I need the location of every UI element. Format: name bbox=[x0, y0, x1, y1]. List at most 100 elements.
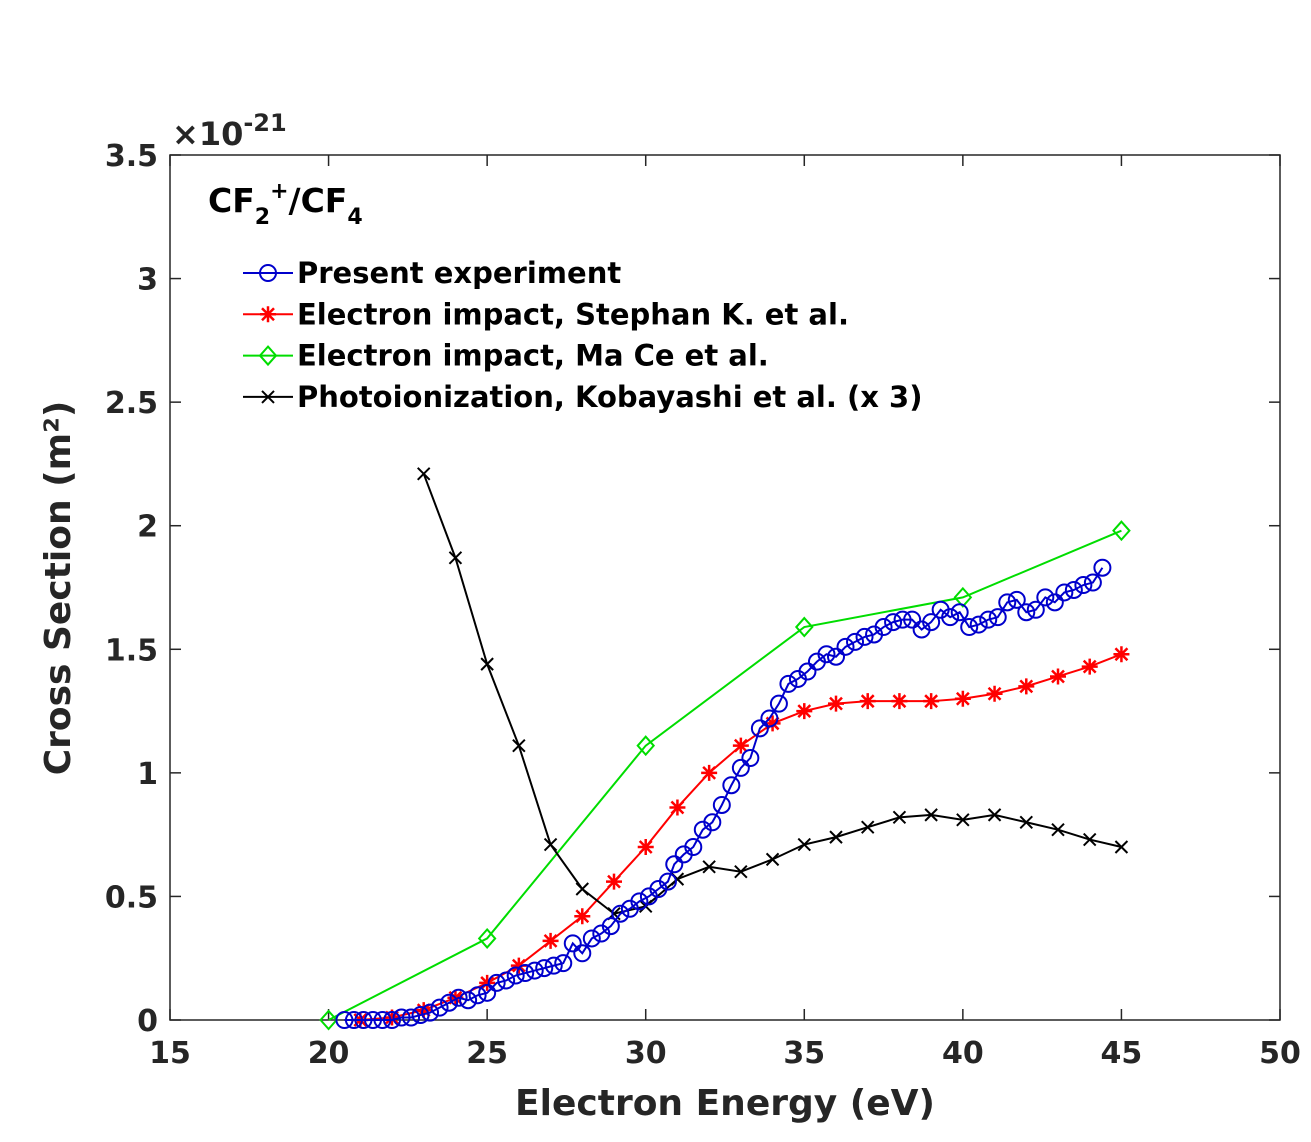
data-point-diamond bbox=[258, 345, 278, 367]
data-point-x bbox=[417, 467, 431, 481]
data-point-circle bbox=[478, 983, 497, 1002]
data-point-circle bbox=[836, 637, 855, 656]
data-point-star bbox=[1113, 646, 1130, 663]
data-point-circle bbox=[1093, 558, 1112, 577]
y-tick-label: 1 bbox=[137, 757, 158, 792]
y-tick-label: 2.5 bbox=[105, 386, 158, 421]
x-tick-label: 25 bbox=[466, 1036, 508, 1071]
legend-entry: Electron impact, Stephan K. et al. bbox=[243, 297, 849, 331]
legend-entry: Photoionization, Kobayashi et al. (x 3) bbox=[243, 380, 922, 414]
data-point-star bbox=[764, 715, 781, 732]
data-point-circle bbox=[893, 610, 912, 629]
data-point-circle bbox=[817, 645, 836, 664]
data-point-circle bbox=[741, 749, 760, 768]
data-point-circle bbox=[722, 776, 741, 795]
data-point-x bbox=[924, 808, 938, 822]
data-point-diamond bbox=[477, 927, 497, 949]
data-point-star bbox=[1018, 678, 1035, 695]
data-point-x bbox=[543, 837, 558, 852]
data-point-circle bbox=[988, 608, 1007, 627]
data-point-circle bbox=[855, 627, 874, 646]
x-tick-label: 50 bbox=[1259, 1036, 1301, 1071]
data-point-circle bbox=[487, 973, 506, 992]
data-point-circle bbox=[411, 1006, 430, 1025]
legend-label: Photoionization, Kobayashi et al. (x 3) bbox=[297, 380, 922, 414]
data-point-circle bbox=[630, 892, 649, 911]
data-point-circle bbox=[354, 1011, 373, 1029]
data-point-circle bbox=[459, 991, 478, 1010]
data-point-circle bbox=[658, 872, 677, 891]
data-point-circle bbox=[430, 998, 449, 1017]
data-point-circle bbox=[846, 632, 865, 651]
data-point-x bbox=[956, 813, 970, 827]
data-point-star bbox=[384, 1009, 400, 1026]
data-point-circle bbox=[1017, 603, 1036, 622]
data-point-circle bbox=[779, 674, 798, 693]
data-point-x bbox=[448, 551, 463, 565]
data-point-circle bbox=[1074, 576, 1093, 595]
plot-area bbox=[169, 154, 1281, 1021]
series-0 bbox=[335, 558, 1112, 1029]
data-point-circle bbox=[392, 1008, 411, 1027]
data-point-x bbox=[575, 882, 589, 896]
data-point-circle bbox=[684, 838, 703, 856]
data-point-circle bbox=[468, 986, 487, 1005]
data-point-star bbox=[1081, 658, 1098, 675]
data-point-x bbox=[987, 808, 1002, 822]
data-point-star bbox=[574, 908, 591, 925]
data-point-circle bbox=[259, 264, 277, 282]
data-point-star bbox=[891, 693, 908, 710]
data-point-star bbox=[479, 974, 496, 991]
data-point-star bbox=[796, 703, 813, 720]
data-point-circle bbox=[884, 613, 903, 632]
data-point-circle bbox=[573, 944, 592, 963]
data-point-star bbox=[923, 693, 940, 710]
data-point-star bbox=[669, 799, 686, 816]
data-point-circle bbox=[373, 1011, 392, 1029]
data-point-star bbox=[637, 839, 654, 855]
data-point-diamond bbox=[794, 616, 814, 638]
exponent-prefix: ×10 bbox=[172, 115, 243, 153]
data-point-star bbox=[606, 873, 622, 890]
x-tick-label: 15 bbox=[149, 1036, 191, 1071]
data-point-star bbox=[828, 695, 844, 712]
exponent-power: -21 bbox=[243, 109, 286, 137]
data-point-diamond bbox=[953, 586, 973, 608]
data-point-circle bbox=[525, 961, 544, 980]
x-tick-label: 45 bbox=[1101, 1036, 1143, 1071]
data-point-circle bbox=[922, 613, 941, 632]
data-point-circle bbox=[363, 1011, 382, 1029]
y-tick-label: 1.5 bbox=[105, 633, 158, 668]
x-tick-label: 30 bbox=[625, 1036, 667, 1071]
annotation-slash: /CF bbox=[289, 181, 348, 220]
data-point-circle bbox=[402, 1008, 421, 1027]
data-point-x bbox=[1083, 832, 1097, 847]
data-point-circle bbox=[731, 758, 750, 777]
data-point-star bbox=[701, 764, 718, 781]
data-point-x bbox=[829, 830, 843, 844]
data-point-circle bbox=[1007, 590, 1026, 609]
data-point-x bbox=[797, 837, 811, 852]
data-point-circle bbox=[941, 608, 960, 627]
data-point-circle bbox=[1055, 583, 1074, 602]
data-point-star bbox=[954, 690, 971, 707]
data-point-star bbox=[510, 957, 527, 974]
data-point-circle bbox=[1064, 580, 1083, 599]
data-point-circle bbox=[998, 593, 1017, 612]
data-point-circle bbox=[344, 1011, 363, 1029]
data-point-diamond bbox=[1112, 520, 1131, 542]
data-point-circle bbox=[703, 813, 722, 832]
data-point-circle bbox=[544, 956, 563, 975]
data-point-circle bbox=[497, 971, 516, 990]
data-point-circle bbox=[750, 719, 769, 738]
data-point-x bbox=[702, 860, 716, 874]
data-point-x bbox=[512, 738, 526, 753]
data-point-x bbox=[861, 820, 875, 834]
data-point-circle bbox=[1045, 593, 1064, 612]
data-point-star bbox=[415, 1002, 432, 1019]
data-point-x bbox=[734, 865, 748, 879]
legend: Present experiment Electron impact, Steph… bbox=[243, 256, 922, 414]
data-point-circle bbox=[440, 993, 459, 1012]
legend-label: Electron impact, Stephan K. et al. bbox=[297, 297, 849, 331]
data-point-circle bbox=[969, 615, 988, 634]
